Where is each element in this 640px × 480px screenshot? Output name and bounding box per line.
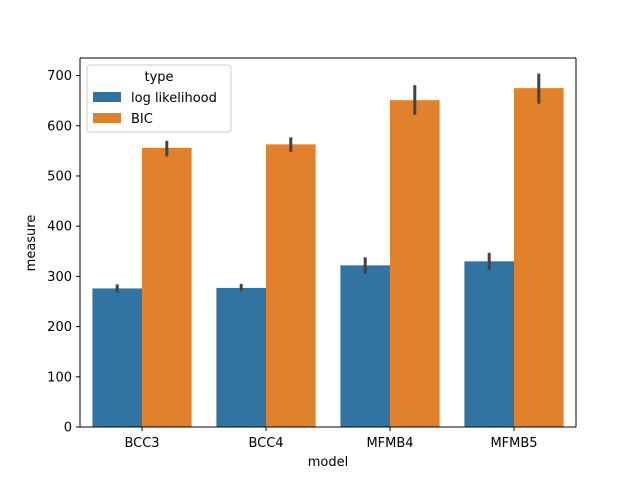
x-tick-label-mfmb4: MFMB4 — [366, 436, 413, 451]
y-tick-label: 600 — [47, 119, 72, 134]
x-tick-label-mfmb5: MFMB5 — [490, 436, 537, 451]
y-tick-label: 200 — [47, 320, 72, 335]
x-tick-label-bcc4: BCC4 — [248, 436, 283, 451]
bar-bic-bcc4 — [266, 144, 316, 427]
bar-log-likelihood-mfmb4 — [340, 265, 390, 427]
bar-log-likelihood-bcc3 — [92, 288, 142, 427]
error-bars-layer — [115, 73, 541, 293]
y-tick-label: 400 — [47, 220, 72, 235]
legend-label-bic: BIC — [131, 112, 153, 127]
y-tick-label: 0 — [64, 421, 72, 436]
legend-swatch-bic — [93, 113, 121, 123]
legend-swatch-log-likelihood — [93, 92, 121, 102]
x-tick-label-bcc3: BCC3 — [124, 436, 159, 451]
y-tick-label: 300 — [47, 270, 72, 285]
y-tick-label: 100 — [47, 370, 72, 385]
x-ticks: BCC3 BCC4 MFMB4 MFMB5 — [124, 427, 538, 451]
bar-bic-bcc3 — [142, 147, 192, 428]
axes — [79, 57, 577, 428]
y-tick-label: 500 — [47, 169, 72, 184]
bar-log-likelihood-bcc4 — [216, 287, 266, 427]
legend-box — [86, 64, 232, 133]
bars-layer — [92, 88, 564, 428]
legend-label-log-likelihood: log likelihood — [131, 91, 217, 106]
y-ticks: 0 100 200 300 400 500 600 700 — [47, 69, 80, 436]
y-axis-label: measure — [24, 215, 39, 272]
bar-bic-mfmb5 — [514, 88, 564, 428]
x-axis-label: model — [308, 455, 348, 470]
bar-log-likelihood-mfmb5 — [464, 261, 514, 427]
legend-title: type — [144, 70, 173, 85]
y-tick-label: 700 — [47, 69, 72, 84]
bar-bic-mfmb4 — [390, 100, 440, 428]
legend: type log likelihood BIC — [86, 64, 232, 133]
